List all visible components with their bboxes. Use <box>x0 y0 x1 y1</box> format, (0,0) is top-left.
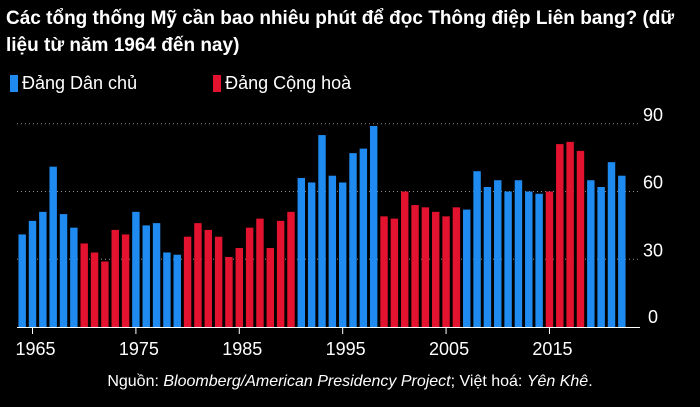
source-prefix: Nguồn: <box>107 373 164 390</box>
y-tick-label: 30 <box>643 240 663 260</box>
legend-swatch-republican <box>213 74 222 92</box>
bar <box>504 191 512 327</box>
bar <box>18 234 26 327</box>
bar <box>432 211 440 327</box>
x-tick-label: 1995 <box>326 339 366 359</box>
x-tick-label: 2015 <box>532 339 572 359</box>
bar <box>328 175 337 327</box>
bar <box>576 150 585 327</box>
bar <box>266 247 275 327</box>
bar <box>80 243 88 327</box>
legend: Đảng Dân chủ Đảng Cộng hoà <box>10 71 427 95</box>
chart-title: Các tổng thống Mỹ cần bao nhiêu phút để … <box>6 8 675 56</box>
source-note: Nguồn: Bloomberg/American Presidency Pro… <box>0 373 700 391</box>
bar <box>121 234 130 327</box>
bar <box>400 191 409 327</box>
bar <box>359 148 368 327</box>
y-tick-label: 60 <box>643 173 663 193</box>
bar <box>194 223 202 327</box>
source-mid: ; Việt hoá: <box>450 373 527 390</box>
bar <box>597 187 605 327</box>
bar <box>111 229 119 327</box>
bar <box>421 207 430 327</box>
bar <box>90 252 99 327</box>
bar <box>28 220 37 327</box>
bar <box>204 229 212 327</box>
x-tick-label: 1965 <box>15 339 55 359</box>
y-tick-label: 0 <box>648 307 658 327</box>
bar <box>452 207 461 327</box>
y-tick-label: 90 <box>643 105 663 125</box>
bar <box>545 191 554 327</box>
bar <box>618 175 626 327</box>
bar <box>39 211 47 327</box>
bar <box>307 182 316 327</box>
bar <box>463 209 471 327</box>
bar <box>245 227 254 327</box>
bar <box>235 247 244 327</box>
x-tick-label: 2005 <box>429 339 469 359</box>
source-suffix: . <box>588 373 593 390</box>
legend-label-democrat: Đảng Dân chủ <box>22 72 138 93</box>
bar <box>411 205 419 327</box>
legend-label-republican: Đảng Cộng hoà <box>225 72 352 93</box>
bar <box>318 135 326 327</box>
bar <box>525 191 533 327</box>
bar <box>142 225 150 327</box>
bar <box>349 153 357 327</box>
bar <box>132 211 140 327</box>
bar <box>556 144 564 327</box>
bar <box>442 216 450 327</box>
bar <box>173 254 181 327</box>
bar <box>276 220 285 327</box>
bar <box>535 193 543 327</box>
x-tick-label: 1975 <box>119 339 159 359</box>
bar <box>214 236 223 327</box>
bar <box>566 141 574 327</box>
bar <box>297 177 306 327</box>
bar-chart: 0 30 60 90 1965 1975 1985 1995 2005 2015 <box>15 105 663 359</box>
bar <box>473 171 481 327</box>
bar <box>152 223 161 327</box>
bar <box>101 261 109 327</box>
bar <box>514 180 523 327</box>
legend-item-democrat: Đảng Dân chủ <box>10 73 137 94</box>
legend-item-republican: Đảng Cộng hoà <box>213 73 351 94</box>
bar <box>287 211 295 327</box>
bar <box>483 187 492 327</box>
bars <box>18 126 626 327</box>
source-name: Bloomberg/American Presidency Project <box>163 373 451 390</box>
bar <box>390 218 399 327</box>
bar <box>380 216 388 327</box>
bar <box>494 180 502 327</box>
bar <box>49 166 57 327</box>
bar <box>163 252 171 327</box>
bar <box>369 126 378 327</box>
bar <box>70 227 78 327</box>
legend-swatch-democrat <box>10 74 18 92</box>
bar <box>256 218 264 327</box>
bar <box>225 257 233 327</box>
x-tick-label: 1985 <box>222 339 262 359</box>
bar <box>607 162 616 327</box>
bar <box>338 182 347 327</box>
bar <box>59 214 68 327</box>
translator-name: Yên Khê <box>526 373 589 390</box>
bar <box>183 236 192 327</box>
axes: 0 30 60 90 1965 1975 1985 1995 2005 2015 <box>15 105 663 359</box>
bar <box>587 180 595 327</box>
